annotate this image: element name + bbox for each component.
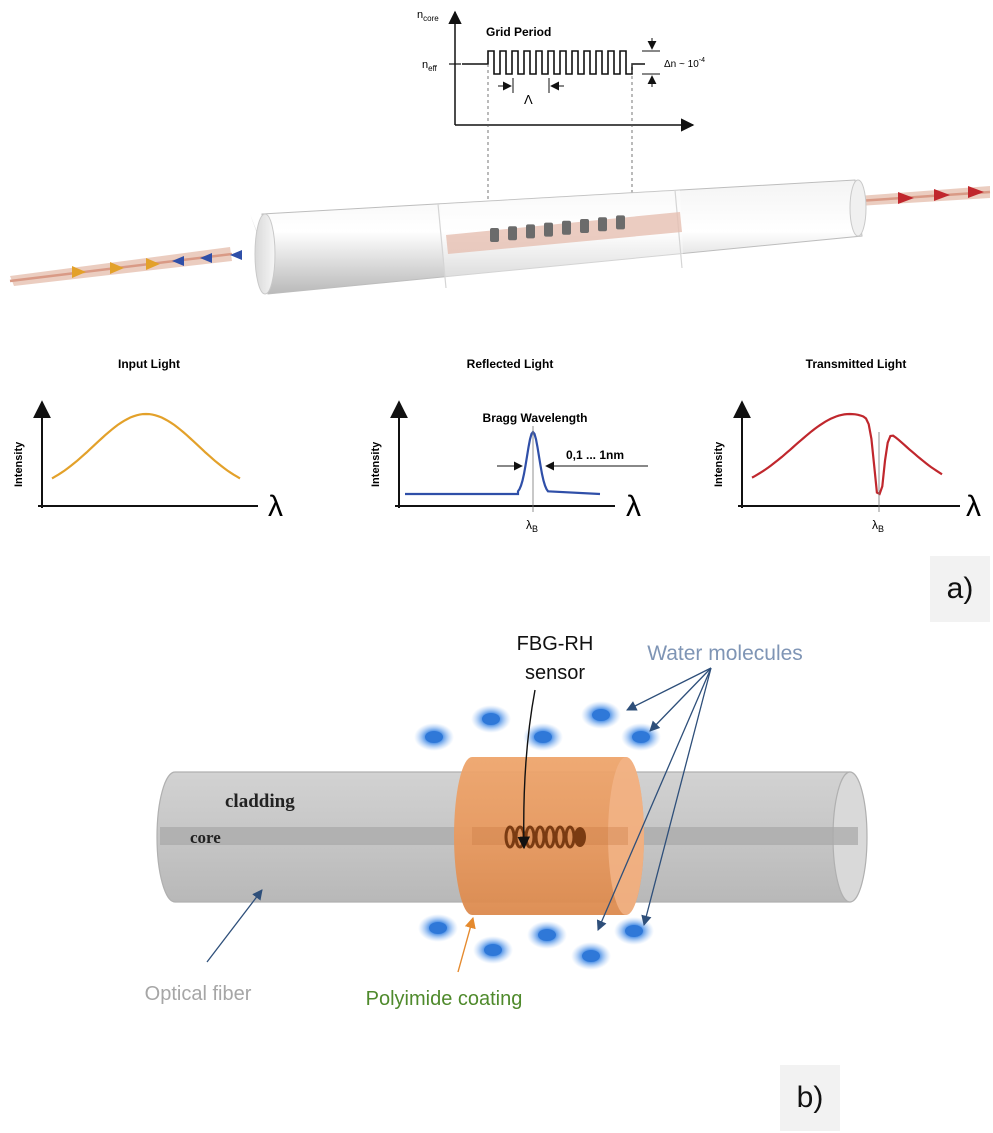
grating-mark bbox=[508, 226, 517, 241]
output-arrow bbox=[898, 192, 914, 204]
transmitted-marker-label: λB bbox=[872, 518, 884, 534]
reflected-arrow bbox=[172, 256, 184, 266]
water-molecule bbox=[429, 922, 447, 934]
grating-mark bbox=[490, 228, 499, 242]
reflected-arrow bbox=[230, 250, 242, 260]
reflected-light-title: Reflected Light bbox=[467, 357, 554, 371]
period-dimension: Λ bbox=[498, 78, 564, 107]
transmitted-light-arrows bbox=[898, 186, 984, 204]
water-molecule bbox=[538, 929, 556, 941]
polyimide-coating-label: Polyimide coating bbox=[366, 988, 523, 1010]
water-molecule bbox=[632, 731, 650, 743]
fiber-pointer-arrow bbox=[206, 889, 263, 963]
grating-mark bbox=[526, 224, 535, 239]
reflected-arrow bbox=[200, 253, 212, 263]
n-eff-label: neff bbox=[422, 59, 438, 73]
output-arrow bbox=[968, 186, 984, 198]
fbg-ring bbox=[544, 825, 556, 849]
fbg-ring bbox=[504, 825, 516, 849]
grid-period-title: Grid Period bbox=[486, 25, 551, 39]
water-molecules-group bbox=[414, 701, 661, 970]
water-molecule bbox=[592, 709, 610, 721]
water-arrow bbox=[596, 667, 712, 931]
transmitted-ylabel: Intensity bbox=[713, 441, 725, 487]
bragg-marker-label: λB bbox=[526, 518, 538, 534]
reflected-spectrum-curve bbox=[405, 430, 601, 496]
water-arrow bbox=[649, 667, 712, 732]
index-change-label: Δn ~ 10-4 bbox=[664, 57, 705, 70]
sensor-label: sensor bbox=[525, 662, 585, 684]
fbg-rh-label: FBG-RH bbox=[517, 633, 594, 655]
input-arrow bbox=[72, 266, 86, 278]
grating-mark bbox=[562, 220, 571, 235]
reflected-light-plot: Reflected Light Intensity λ Bragg Wavele… bbox=[370, 357, 648, 534]
input-ylabel: Intensity bbox=[13, 441, 25, 487]
panel-a-tag: a) bbox=[930, 556, 990, 622]
panel-b-tag: b) bbox=[780, 1065, 840, 1131]
capillary-end-right bbox=[849, 179, 867, 237]
water-molecule bbox=[425, 731, 443, 743]
coating-end-face bbox=[608, 757, 644, 915]
capillary-end-left bbox=[254, 213, 276, 295]
index-change-dimension: Δn ~ 10-4 bbox=[642, 38, 705, 87]
fbg-ring-end bbox=[574, 827, 586, 847]
input-xlabel: λ bbox=[268, 490, 283, 523]
water-molecule bbox=[482, 713, 500, 725]
transmitted-light-plot: Transmitted Light Intensity λ λB bbox=[713, 357, 981, 534]
input-light-arrows bbox=[72, 258, 160, 278]
input-arrow bbox=[110, 262, 124, 274]
water-molecule bbox=[582, 950, 600, 962]
input-light-plot: Input Light Intensity λ bbox=[13, 357, 283, 523]
water-molecules-label: Water molecules bbox=[647, 642, 803, 665]
output-arrow bbox=[934, 189, 950, 201]
fbg-grating-rings bbox=[504, 825, 586, 849]
transmitted-xlabel: λ bbox=[966, 490, 981, 523]
cladding-label: cladding bbox=[225, 791, 295, 812]
water-arrow bbox=[641, 667, 712, 927]
bragg-wavelength-label: Bragg Wavelength bbox=[483, 411, 588, 425]
core-under-coating bbox=[472, 827, 628, 845]
reflected-light-arrows bbox=[172, 250, 242, 266]
coating-pointer-arrow bbox=[457, 916, 476, 973]
input-spectrum-curve bbox=[51, 412, 241, 480]
transmitted-spectrum-curve bbox=[751, 412, 943, 496]
fbg-fiber-3d bbox=[9, 179, 991, 295]
sensor-pointer-arrow bbox=[517, 689, 536, 850]
reflected-xlabel: λ bbox=[626, 490, 641, 523]
water-molecule bbox=[484, 944, 502, 956]
grating-mark bbox=[616, 215, 625, 230]
water-molecule bbox=[534, 731, 552, 743]
polyimide-fbg-sensor-diagram: FBG-RH sensor Water molecules cladding c… bbox=[145, 633, 868, 1010]
core-label: core bbox=[190, 828, 221, 847]
input-light-title: Input Light bbox=[118, 357, 180, 371]
grating-mark bbox=[544, 222, 553, 237]
period-symbol: Λ bbox=[524, 92, 533, 107]
water-arrow bbox=[626, 667, 712, 711]
index-modulation-wave bbox=[462, 50, 645, 75]
polyimide-coating-sleeve bbox=[454, 757, 644, 915]
water-pointer-arrows bbox=[596, 667, 712, 931]
fbg-ring bbox=[534, 825, 546, 849]
grating-mark bbox=[580, 219, 589, 233]
water-molecule bbox=[625, 925, 643, 937]
fwhm-label: 0,1 ... 1nm bbox=[566, 448, 624, 462]
transmitted-light-title: Transmitted Light bbox=[806, 357, 907, 371]
optical-fiber-label: Optical fiber bbox=[145, 983, 252, 1005]
grating-marks bbox=[490, 215, 625, 242]
n-core-label: ncore bbox=[417, 9, 439, 23]
fbg-ring bbox=[554, 825, 566, 849]
input-arrow bbox=[146, 258, 160, 270]
reflected-ylabel: Intensity bbox=[370, 441, 382, 487]
grating-mark bbox=[598, 217, 607, 232]
